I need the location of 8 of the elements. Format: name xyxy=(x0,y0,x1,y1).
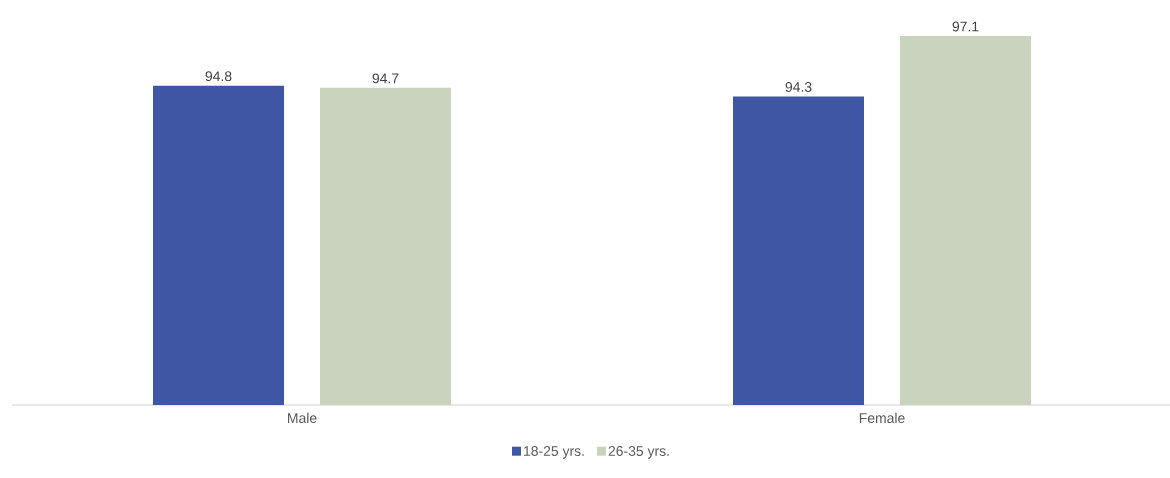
data-label: 94.3 xyxy=(785,82,812,92)
x-tick-label: Female xyxy=(859,412,905,424)
legend-label: 26-35 yrs. xyxy=(608,446,669,459)
legend-label: 18-25 yrs. xyxy=(524,446,584,459)
x-tick-label: Male xyxy=(288,412,317,424)
data-label: 94.8 xyxy=(205,71,232,82)
data-label: 94.7 xyxy=(372,73,399,84)
data-label: 97.1 xyxy=(952,21,979,32)
